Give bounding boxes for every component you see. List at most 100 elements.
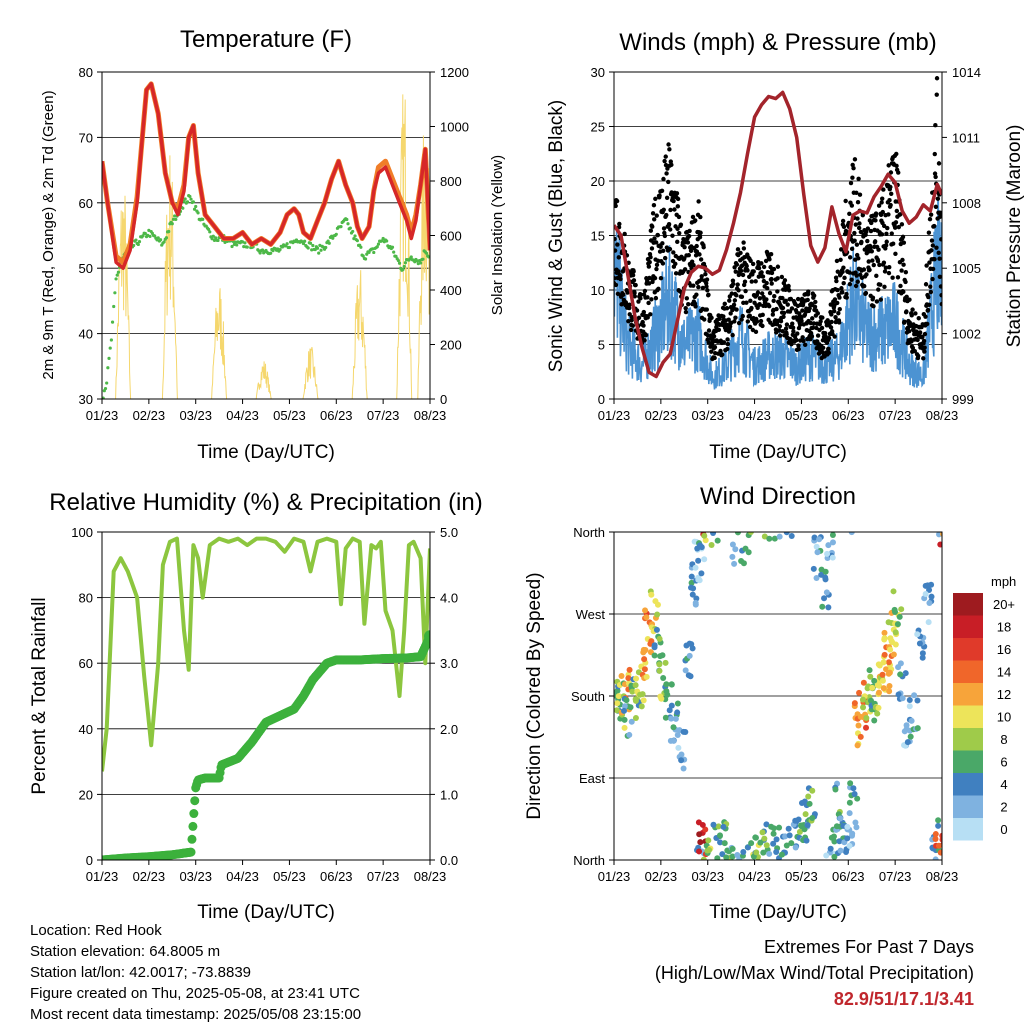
gust-point: [725, 346, 730, 352]
direction-point: [823, 852, 830, 859]
gust-point: [683, 309, 689, 315]
direction-point: [932, 831, 939, 838]
dewpoint-point: [339, 224, 343, 229]
direction-point: [626, 731, 633, 738]
direction-point: [881, 651, 888, 658]
direction-point: [763, 842, 770, 849]
winds-xlabel: Time (Day/UTC): [709, 442, 847, 463]
gust-point: [626, 318, 631, 324]
direction-point: [871, 677, 878, 684]
winds-axes: 0 5 10 15 20 25 30 999 1002 1005 1008 1011 1014 01/23…: [591, 65, 981, 423]
direction-point: [897, 671, 904, 678]
gust-point: [924, 263, 929, 268]
speed-legend-swatch: [953, 638, 983, 661]
gust-point: [926, 230, 932, 235]
dewpoint-point: [102, 396, 105, 399]
gust-point: [767, 290, 773, 296]
gust-point: [760, 312, 765, 318]
wind-direction-xtick-label: 01/23: [598, 869, 631, 884]
gust-point: [837, 306, 842, 312]
dewpoint-point: [419, 261, 423, 265]
direction-point: [879, 671, 886, 678]
gust-point: [869, 220, 874, 226]
gust-point: [884, 239, 889, 244]
gust-point: [768, 251, 774, 257]
direction-point: [795, 816, 802, 823]
humidity-y2tick-label: 0.0: [440, 853, 458, 868]
gust-point: [748, 258, 753, 264]
direction-point: [614, 700, 621, 707]
humidity-xtick-label: 06/23: [320, 869, 353, 884]
direction-point: [895, 664, 902, 671]
gust-point: [754, 319, 760, 324]
direction-point: [911, 692, 918, 699]
gust-point: [820, 345, 826, 351]
temperature-xtick-label: 05/23: [273, 408, 306, 423]
extremes-subtitle: (High/Low/Max Wind/Total Precipitation): [654, 963, 974, 983]
gust-point: [741, 246, 747, 251]
direction-point: [871, 717, 878, 724]
gust-point: [614, 198, 620, 204]
gust-point: [889, 231, 894, 236]
direction-point: [761, 533, 768, 540]
gust-point: [900, 234, 906, 240]
gust-point: [691, 262, 696, 268]
temperature-xtick-label: 03/23: [179, 408, 212, 423]
dewpoint-point: [233, 240, 238, 244]
gust-point: [621, 292, 626, 297]
gust-point: [886, 270, 892, 276]
direction-point: [740, 849, 747, 856]
station-info: Location: Red Hook Station elevation: 64…: [30, 920, 361, 1025]
gust-point: [927, 260, 932, 265]
gust-point: [847, 270, 852, 275]
dewpoint-point: [317, 251, 321, 255]
direction-point: [846, 810, 853, 817]
dewpoint-point: [327, 241, 331, 245]
direction-point: [628, 718, 635, 725]
dewpoint-point: [170, 222, 174, 226]
direction-point: [914, 697, 921, 704]
direction-point: [660, 675, 667, 682]
direction-point: [773, 836, 780, 843]
gust-point: [938, 210, 942, 216]
gust-point: [760, 323, 765, 329]
gust-point: [734, 262, 740, 267]
gust-point: [774, 306, 779, 312]
dewpoint-point: [116, 270, 120, 274]
gust-point: [795, 296, 801, 302]
gust-point: [840, 269, 845, 275]
dewpoint-point: [367, 250, 371, 255]
gust-point: [855, 216, 860, 221]
direction-point: [866, 667, 873, 674]
direction-point: [864, 685, 871, 692]
direction-point: [879, 677, 886, 684]
gust-point: [728, 311, 733, 316]
gust-point: [726, 317, 731, 322]
direction-point: [721, 840, 728, 847]
pressure-line: [614, 90, 942, 379]
gust-point: [658, 276, 664, 281]
direction-point: [643, 614, 650, 621]
direction-point: [846, 799, 853, 806]
dewpoint-point: [208, 230, 212, 234]
gust-point: [725, 337, 730, 342]
sonic-wind-line: [614, 197, 942, 390]
gust-point: [668, 207, 673, 213]
dewpoint-point: [260, 248, 265, 252]
gust-point: [785, 302, 790, 307]
direction-point: [919, 650, 926, 657]
gust-point: [616, 269, 621, 274]
gust-point: [815, 333, 821, 338]
dewpoint-point: [235, 243, 239, 247]
gust-point: [632, 290, 637, 296]
gust-point: [661, 226, 667, 231]
humidity-xtick-label: 02/23: [133, 869, 166, 884]
direction-point: [875, 689, 882, 696]
direction-point: [674, 731, 681, 738]
gust-point: [664, 171, 669, 176]
gust-point: [934, 76, 940, 81]
gust-point: [764, 297, 769, 302]
dewpoint-point: [334, 232, 338, 236]
gust-point: [704, 281, 709, 286]
